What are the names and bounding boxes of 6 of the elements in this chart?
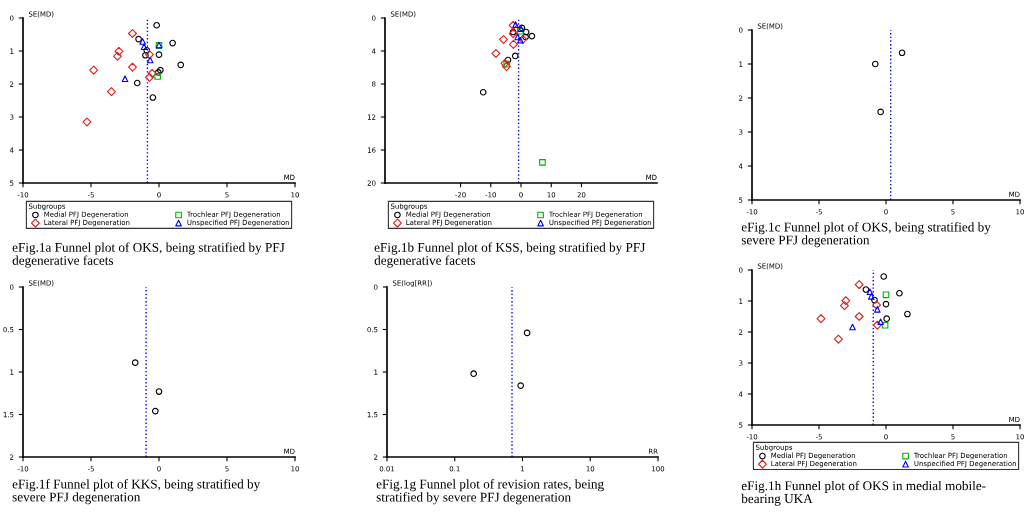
- text: eFig.1c Funnel plot of OKS, being stratified by severe PFJ degeneration: [741, 222, 991, 248]
- text: eFig.1a Funnel plot of OKS, being stratified by PFJ degenerative facets: [12, 242, 285, 268]
- text: eFig.1g Funnel plot of revision rates, being stratified by severe PFJ degeneration: [376, 479, 604, 505]
- text: eFig.1h Funnel plot of OKS in medial mobile- bearing UKA: [741, 480, 986, 506]
- text: eFig.1b Funnel plot of KSS, being stratified by PFJ degenerative facets: [374, 242, 646, 268]
- text: eFig.1f Funnel plot of KKS, being stratified by severe PFJ degeneration: [12, 479, 261, 505]
